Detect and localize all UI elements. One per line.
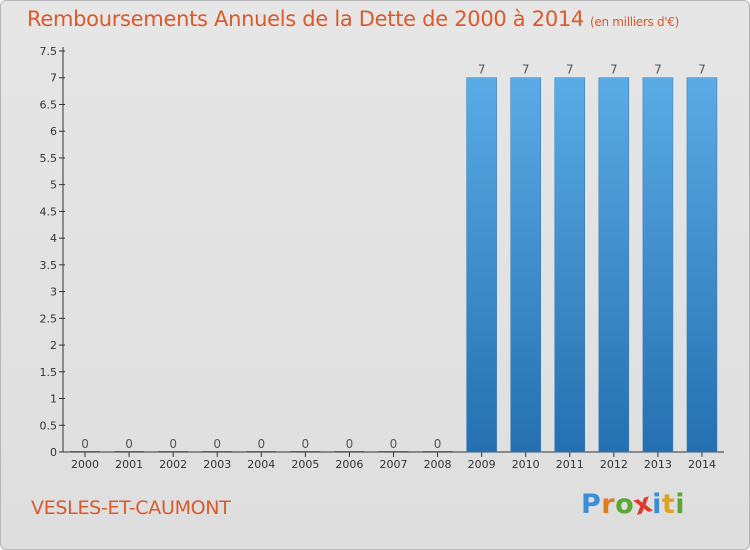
- bars: [70, 77, 718, 453]
- bar-2006: [334, 451, 365, 452]
- logo-letter: o: [615, 489, 635, 520]
- y-axis: 0 0.5 1 1.5 2 2.5 3 3.5 4 4.5 5 5.5 6 6.5 7 7.5: [40, 45, 65, 459]
- data-labels: 0 0 0 0 0 0 0 0 0 7 7 7 7 7 7: [81, 63, 706, 451]
- x-tick-label: 2011: [556, 458, 584, 471]
- data-label-2002: 0: [169, 437, 177, 451]
- data-label-2003: 0: [213, 437, 221, 451]
- data-label-2008: 0: [434, 437, 442, 451]
- bar-2008: [422, 451, 453, 452]
- y-tick-label: 0: [50, 446, 57, 459]
- x-tick-label: 2010: [512, 458, 540, 471]
- data-label-2001: 0: [125, 437, 133, 451]
- bar-2013: [642, 77, 674, 453]
- x-tick-label: 2001: [115, 458, 143, 471]
- x-tick-label: 2014: [688, 458, 716, 471]
- x-tick-label: 2007: [380, 458, 408, 471]
- y-tick-label: 0.5: [40, 419, 58, 432]
- bar-2000: [70, 451, 101, 452]
- chart-unit: (en milliers d'€): [590, 15, 680, 29]
- bar-2001: [114, 451, 145, 452]
- x-tick-label: 2004: [247, 458, 275, 471]
- y-tick-label: 1.5: [40, 366, 58, 379]
- bar-2010: [510, 77, 541, 453]
- town-name: VESLES-ET-CAUMONT: [31, 497, 231, 519]
- data-label-2004: 0: [257, 437, 265, 451]
- data-label-2007: 0: [390, 437, 398, 451]
- y-tick-label: 3.5: [40, 259, 58, 272]
- data-label-2009: 7: [478, 63, 486, 77]
- logo-letter: P: [581, 489, 602, 520]
- x-tick-label: 2008: [424, 458, 452, 471]
- chart-title-text: Remboursements Annuels de la Dette de 20…: [27, 7, 584, 31]
- y-tick-label: 3: [50, 286, 57, 299]
- y-tick-label: 5: [50, 179, 57, 192]
- bar-2005: [290, 451, 321, 452]
- logo-letter: r: [601, 489, 616, 520]
- x-tick-label: 2005: [291, 458, 319, 471]
- bar-2012: [598, 77, 630, 453]
- bar-2004: [246, 451, 277, 452]
- bar-2011: [554, 77, 586, 453]
- y-tick-label: 2: [50, 339, 57, 352]
- y-tick-label: 4: [50, 232, 57, 245]
- bar-2007: [378, 451, 409, 452]
- x-tick-label: 2009: [468, 458, 496, 471]
- proxiti-logo[interactable]: Proxiti: [581, 487, 686, 522]
- x-tick-label: 2000: [71, 458, 99, 471]
- data-label-2000: 0: [81, 437, 89, 451]
- x-tick-label: 2013: [644, 458, 672, 471]
- x-axis: 2000 2001 2002 2003 2004 2005 2006 2007 2008 2009…: [63, 451, 724, 471]
- x-tick-label: 2002: [159, 458, 187, 471]
- logo-letter: i: [652, 489, 662, 520]
- y-tick-label: 6: [50, 125, 57, 138]
- y-tick-label: 7: [50, 72, 57, 85]
- y-tick-label: 1: [50, 393, 57, 406]
- bar-2003: [202, 451, 233, 452]
- chart-title: Remboursements Annuels de la Dette de 20…: [27, 7, 679, 31]
- x-tick-label: 2012: [600, 458, 628, 471]
- data-label-2005: 0: [302, 437, 310, 451]
- x-tick-label: 2006: [335, 458, 363, 471]
- y-tick-label: 4.5: [40, 205, 58, 218]
- y-tick-label: 5.5: [40, 152, 58, 165]
- data-label-2010: 7: [522, 63, 530, 77]
- logo-letter: i: [675, 489, 686, 520]
- y-tick-label: 7.5: [40, 45, 58, 58]
- y-tick-label: 2.5: [40, 312, 58, 325]
- data-label-2013: 7: [654, 63, 662, 77]
- data-label-2006: 0: [346, 437, 354, 451]
- data-label-2011: 7: [566, 63, 574, 77]
- bar-2014: [686, 77, 718, 453]
- data-label-2012: 7: [610, 63, 618, 77]
- bar-2002: [158, 451, 189, 452]
- logo-letter: t: [661, 489, 676, 520]
- x-tick-label: 2003: [203, 458, 231, 471]
- data-label-2014: 7: [698, 63, 706, 77]
- y-tick-label: 6.5: [40, 98, 58, 111]
- bar-2009: [466, 77, 497, 453]
